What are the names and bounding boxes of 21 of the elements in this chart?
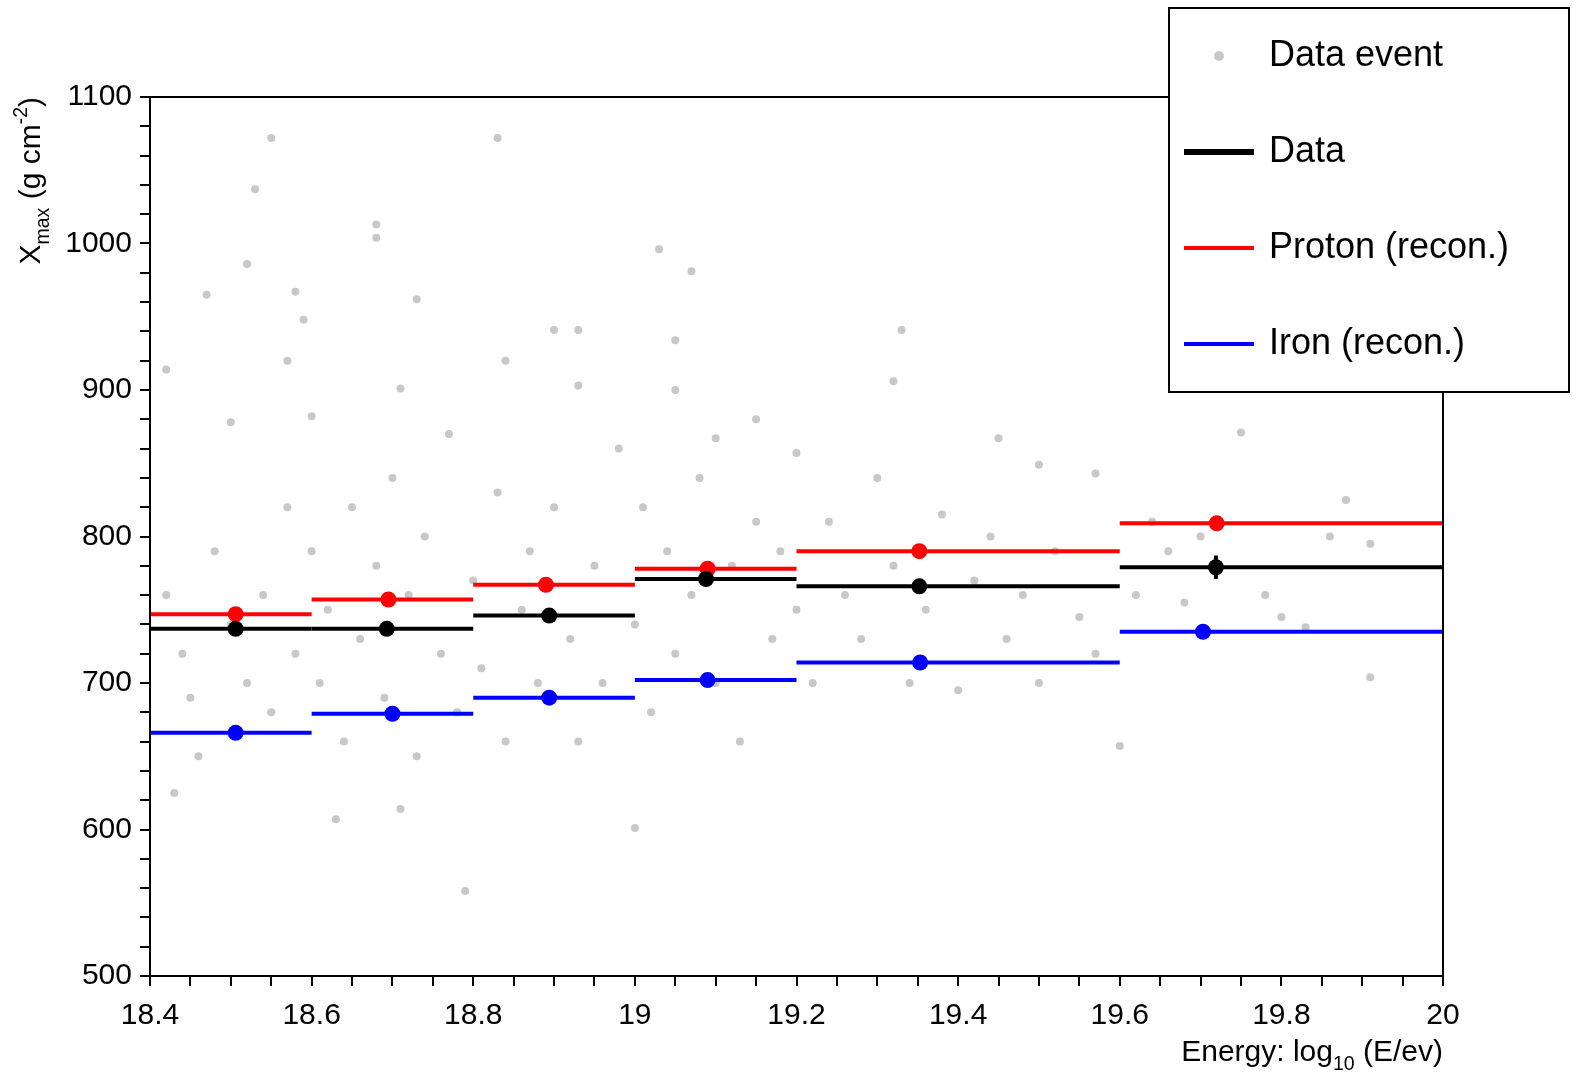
x-tick-label: 18.4 [120, 997, 180, 1031]
y-tick-label: 900 [81, 371, 132, 405]
legend-label: Iron (recon.) [1269, 320, 1466, 362]
y-tick-label: 1000 [65, 224, 132, 258]
x-tick-label: 19.6 [1090, 997, 1149, 1031]
x-tick-label: 18.8 [444, 997, 503, 1031]
y-tick-label: 700 [81, 664, 132, 698]
y-tick-label: 600 [81, 810, 132, 844]
legend-label: Data [1269, 128, 1347, 170]
y-tick-label: 500 [81, 957, 132, 991]
x-tick-label: 18.6 [282, 997, 341, 1031]
x-tick-label: 20 [1426, 997, 1460, 1031]
x-tick-label: 19.8 [1252, 997, 1311, 1031]
x-tick-label: 19 [618, 997, 652, 1031]
legend-label: Data event [1269, 32, 1444, 74]
x-tick-label: 19.2 [767, 997, 826, 1031]
y-tick-label: 1100 [67, 78, 132, 112]
x-tick-label: 19.4 [928, 997, 988, 1031]
y-axis-title: Xmax (g cm-2) [8, 96, 53, 265]
y-tick-label: 800 [81, 517, 132, 551]
legend-label: Proton (recon.) [1269, 224, 1510, 266]
